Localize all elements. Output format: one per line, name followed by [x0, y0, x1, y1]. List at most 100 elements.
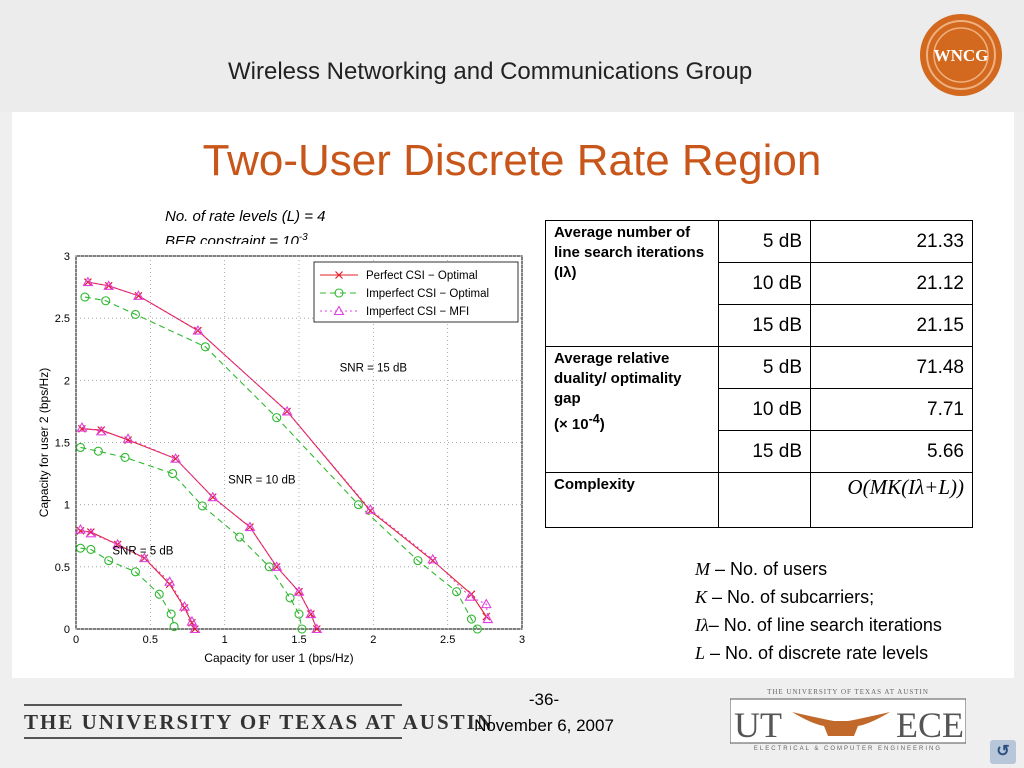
data-point-triangle-marker — [464, 591, 476, 601]
data-point-triangle-marker — [271, 561, 283, 571]
snr-cell: 5 dB — [718, 220, 811, 263]
data-point-x-marker — [312, 625, 321, 633]
data-point-triangle-marker — [75, 523, 86, 534]
series-line — [80, 529, 196, 630]
data-point-circle-marker — [272, 413, 282, 423]
data-point-triangle-marker — [85, 527, 97, 538]
x-tick-label: 2.5 — [440, 634, 455, 646]
snr-annotation: SNR = 15 dB — [340, 363, 408, 375]
data-point-circle-marker — [75, 543, 86, 553]
value-cell: 5.66 — [810, 430, 973, 473]
data-point-circle-marker — [93, 446, 103, 456]
data-point-triangle-marker — [192, 324, 204, 335]
gap-symbol: (× 10 — [554, 416, 589, 433]
data-point-circle-marker — [334, 288, 344, 298]
series-line — [81, 427, 318, 630]
data-point-circle-marker — [466, 614, 477, 624]
data-point-triangle-marker — [82, 276, 94, 287]
data-point-x-marker — [83, 278, 92, 287]
data-point-circle-marker — [452, 587, 462, 597]
data-point-triangle-marker — [76, 421, 88, 432]
footer-rule-top — [24, 704, 402, 706]
gap-exponent: -4 — [588, 412, 600, 426]
snr-annotation: SNR = 10 dB — [228, 475, 296, 487]
legend-entry: Imperfect CSI − Optimal — [366, 288, 489, 300]
legend-box — [313, 261, 519, 323]
y-tick-label: 0 — [64, 624, 70, 636]
data-point-circle-marker — [104, 556, 114, 566]
snr-cell: 10 dB — [718, 262, 811, 305]
symbol-legend: M – No. of users K – No. of subcarriers;… — [695, 555, 942, 667]
note-k: K – No. of subcarriers; — [695, 583, 942, 611]
data-point-circle-marker — [166, 609, 176, 619]
value-cell: 21.15 — [810, 304, 973, 347]
table-row: Average relative duality/ optimality gap… — [545, 346, 973, 473]
table-row: 15 dB 5.66 — [546, 430, 973, 473]
data-point-circle-marker — [168, 469, 178, 479]
slide-title: Two-User Discrete Rate Region — [202, 136, 822, 185]
data-point-triangle-marker — [281, 405, 293, 416]
note-m-symbol: M — [695, 559, 710, 579]
series-line — [80, 547, 175, 627]
header-bar — [0, 0, 1024, 112]
logo-top-text: THE UNIVERSITY OF TEXAS AT AUSTIN — [767, 688, 929, 696]
y-tick-label: 3 — [64, 251, 70, 263]
x-tick-label: 2 — [370, 634, 376, 646]
page-number: -36- — [528, 690, 560, 709]
data-point-circle-marker — [297, 624, 307, 634]
ber-exponent: -3 — [298, 232, 308, 243]
data-point-triangle-marker — [103, 280, 115, 290]
data-point-triangle-marker — [122, 433, 134, 443]
data-point-x-marker — [134, 291, 143, 300]
data-point-triangle-marker — [207, 491, 219, 502]
table-row: 10 dB 21.12 — [546, 262, 973, 305]
slide-date: November 6, 2007 — [474, 716, 614, 735]
data-point-circle-marker — [75, 442, 86, 453]
logo-ut: UT — [734, 705, 782, 745]
x-tick-label: 1 — [222, 634, 228, 646]
snr-cell: 15 dB — [718, 430, 811, 473]
note-i-symbol: Iλ — [695, 615, 709, 635]
data-point-circle-marker — [80, 292, 90, 302]
data-point-triangle-marker — [170, 453, 182, 463]
note-l-text: – No. of discrete rate levels — [710, 643, 929, 663]
snr-annotation: SNR = 5 dB — [112, 545, 173, 557]
y-tick-label: 2.5 — [55, 313, 70, 325]
data-point-circle-marker — [200, 342, 210, 352]
value-cell: 21.33 — [810, 220, 973, 263]
data-point-triangle-marker — [95, 425, 107, 436]
y-tick-label: 0.5 — [55, 562, 70, 574]
note-m: M – No. of users — [695, 555, 942, 583]
data-point-circle-marker — [413, 556, 423, 566]
university-wordmark: THE UNIVERSITY OF TEXAS AT AUSTIN — [24, 710, 494, 734]
table-row: 10 dB 7.71 — [546, 388, 973, 431]
note-k-text: – No. of subcarriers; — [712, 587, 875, 607]
x-tick-label: 0 — [73, 634, 79, 646]
group-name: Wireless Networking and Communications G… — [228, 58, 753, 85]
data-point-circle-marker — [120, 452, 130, 462]
iterations-label: Average number of line search iterations — [554, 224, 705, 261]
note-i-text: – No. of line search iterations — [708, 615, 942, 635]
value-cell: 21.12 — [810, 262, 973, 305]
snr-cell: 15 dB — [718, 304, 811, 347]
x-tick-label: 0.5 — [143, 634, 158, 646]
y-tick-label: 2 — [64, 375, 70, 387]
series-line — [80, 446, 303, 630]
longhorn-icon — [792, 712, 890, 736]
data-point-circle-marker — [101, 296, 111, 306]
data-point-circle-marker — [197, 501, 207, 511]
iterations-label-cell: Average number of line search iterations… — [545, 220, 719, 347]
data-point-triangle-marker — [164, 576, 176, 586]
data-point-triangle-marker — [305, 608, 317, 619]
data-point-circle-marker — [285, 593, 295, 603]
slide-nav-icon[interactable]: ↺ — [990, 740, 1016, 764]
data-point-triangle-marker — [179, 600, 190, 611]
data-point-circle-marker — [154, 589, 164, 599]
y-axis-label: Capacity for user 2 (bps/Hz) — [37, 368, 51, 517]
data-point-triangle-marker — [189, 623, 201, 634]
data-point-circle-marker — [264, 562, 274, 572]
note-k-symbol: K — [695, 587, 708, 607]
data-point-triangle-marker — [480, 598, 492, 609]
data-point-triangle-marker — [482, 613, 494, 624]
ut-ece-logo: THE UNIVERSITY OF TEXAS AT AUSTIN UT ECE… — [730, 688, 966, 752]
